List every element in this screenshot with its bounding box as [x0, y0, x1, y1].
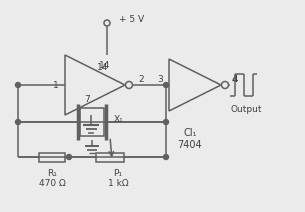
Text: Output: Output — [231, 106, 262, 114]
Text: CI₁: CI₁ — [183, 128, 197, 138]
Text: P₁: P₁ — [113, 169, 123, 177]
Text: 3: 3 — [157, 75, 163, 85]
Text: 14: 14 — [99, 61, 111, 71]
Bar — [96, 152, 124, 162]
Circle shape — [221, 81, 228, 88]
Text: X₁: X₁ — [114, 116, 124, 124]
Circle shape — [66, 155, 71, 159]
Circle shape — [104, 20, 110, 26]
Text: 1 kΩ: 1 kΩ — [108, 179, 128, 187]
Circle shape — [125, 81, 132, 88]
Text: R₁: R₁ — [47, 169, 57, 177]
Text: 470 Ω: 470 Ω — [39, 179, 65, 187]
Circle shape — [16, 82, 20, 88]
Circle shape — [16, 120, 20, 124]
Circle shape — [163, 155, 168, 159]
Text: 7404: 7404 — [178, 140, 202, 150]
Circle shape — [163, 82, 168, 88]
Text: + 5 V: + 5 V — [119, 15, 144, 25]
Text: 4: 4 — [232, 75, 238, 85]
Circle shape — [163, 120, 168, 124]
Bar — [39, 152, 65, 162]
Text: 14: 14 — [97, 63, 109, 71]
Text: 2: 2 — [138, 75, 144, 85]
Text: 1: 1 — [53, 81, 59, 89]
Text: 7: 7 — [84, 95, 90, 103]
Bar — [80, 108, 104, 136]
